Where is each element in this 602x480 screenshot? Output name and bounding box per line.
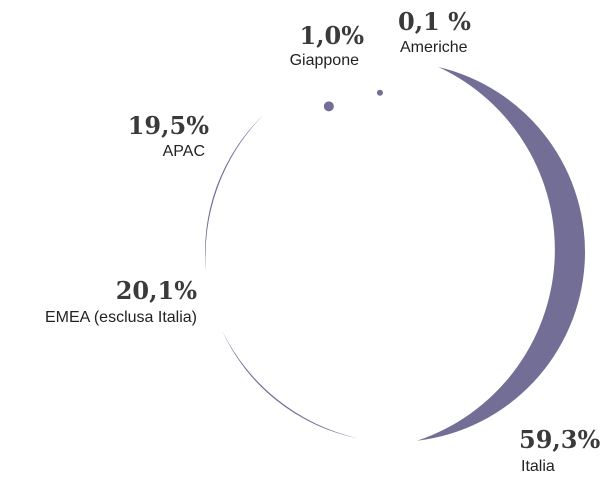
value-label-americhe: 0,1 % — [398, 7, 471, 36]
value-label-apac: 19,5% — [127, 111, 209, 140]
slice-americhe — [376, 89, 383, 96]
category-label-americhe: Americhe — [400, 39, 468, 56]
category-label-italia: Italia — [521, 458, 555, 475]
slice-emea — [221, 330, 358, 439]
slice-apac — [205, 114, 264, 274]
slice-italia — [417, 67, 586, 441]
value-label-giappone: 1,0% — [299, 21, 364, 50]
value-label-italia: 59,3% — [519, 425, 601, 454]
slice-giappone — [323, 101, 334, 112]
category-label-apac: APAC — [162, 143, 205, 160]
value-label-emea: 20,1% — [115, 276, 197, 305]
category-label-giappone: Giappone — [289, 52, 359, 69]
category-label-emea: EMEA (esclusa Italia) — [44, 309, 197, 326]
